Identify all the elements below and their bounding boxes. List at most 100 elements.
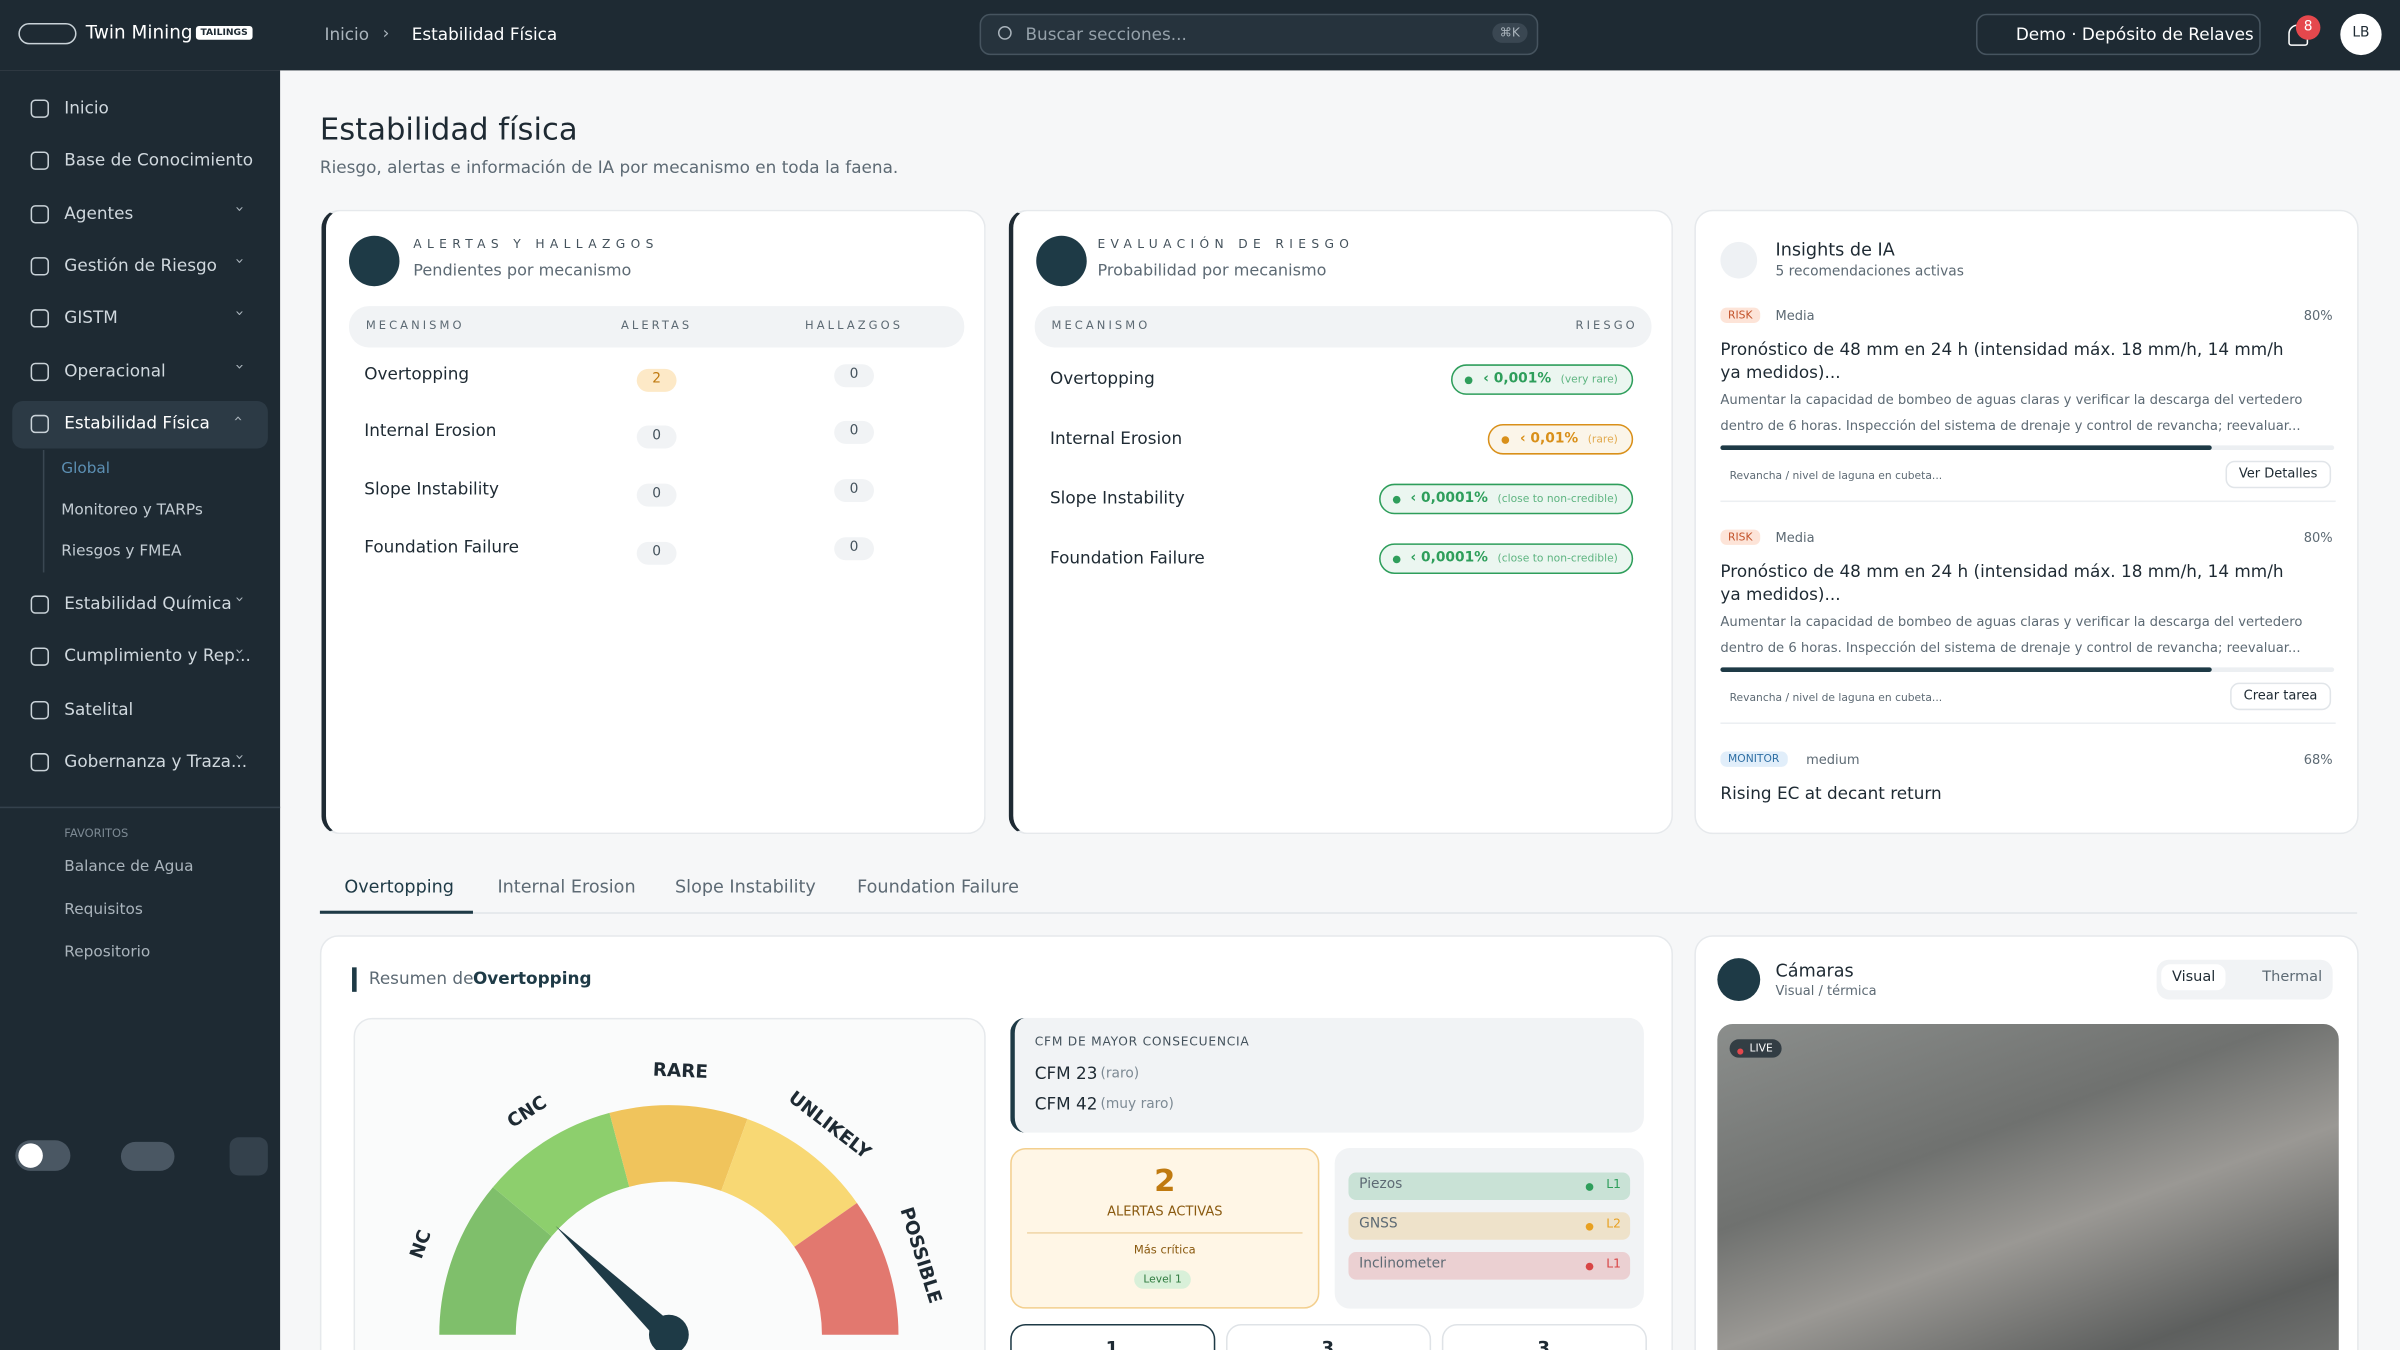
gauge-panel: NC CNC RARE UNLIKELY POSSIBLE: [353, 1017, 986, 1350]
card-icon: [348, 235, 400, 287]
insight-confidence: 80%: [2303, 309, 2333, 325]
count-value: 3: [1537, 1337, 1551, 1350]
gauge-label: RARE: [652, 1059, 708, 1082]
risk-note: (very rare): [1557, 373, 1618, 386]
nav-chevron: ›: [230, 309, 248, 317]
nav-icon: [30, 309, 49, 328]
count-box: 1: [1010, 1323, 1216, 1350]
column-header: RIESGO: [1575, 318, 1638, 333]
insight-divider: [1720, 500, 2336, 503]
risk-dot: [1464, 376, 1473, 385]
favorite-item[interactable]: Requisitos: [64, 901, 143, 919]
column-header: HALLAZGOS: [805, 318, 904, 333]
nav-chevron: ›: [230, 363, 248, 370]
card-title: ALERTAS Y HALLAZGOS: [413, 237, 659, 252]
avatar[interactable]: LB: [2340, 13, 2382, 56]
nav-item[interactable]: Base de Conocimiento: [64, 149, 254, 170]
tab[interactable]: Foundation Failure: [857, 875, 1019, 897]
nav-chevron: ›: [230, 753, 248, 760]
language-select[interactable]: [120, 1141, 175, 1171]
camera-feed: [1717, 1023, 2339, 1350]
mechanism-name: Internal Erosion: [364, 420, 497, 441]
card-title: Insights de IA: [1775, 238, 1895, 261]
count-pill: 0: [636, 541, 677, 565]
gauge-segment: [492, 1112, 630, 1237]
nav-chevron: ›: [230, 205, 248, 212]
subnav-item[interactable]: Global: [61, 460, 111, 478]
nav-item[interactable]: Operacional: [64, 361, 166, 382]
nav-item[interactable]: Estabilidad Química: [64, 593, 232, 614]
insight-action[interactable]: Crear tarea: [2229, 682, 2332, 711]
alerts-divider: [1027, 1232, 1303, 1234]
count-pill: 0: [834, 420, 874, 444]
mechanism-name: Slope Instability: [1049, 488, 1185, 509]
subnav-line: [42, 449, 45, 573]
subnav-item[interactable]: Monitoreo y TARPs: [61, 502, 203, 519]
insight-title: Pronóstico de 48 mm en 24 h (intensidad …: [1720, 561, 2284, 605]
gauge-label: POSSIBLE: [895, 1205, 945, 1306]
nav-item[interactable]: Satelital: [64, 699, 134, 720]
tab[interactable]: Internal Erosion: [497, 875, 636, 897]
nav-chevron: ›: [230, 648, 248, 655]
column-header: MECANISMO: [1051, 318, 1151, 333]
nav-chevron: ›: [230, 257, 248, 265]
breadcrumb-home[interactable]: Inicio: [324, 24, 370, 45]
tab-underline: [319, 910, 473, 914]
nav-item[interactable]: Cumplimiento y Rep...: [64, 645, 251, 666]
nav-icon: [30, 701, 49, 720]
gauge-segment: [609, 1105, 748, 1191]
count-value: 1: [1105, 1337, 1119, 1350]
nav-item[interactable]: GISTM: [64, 307, 118, 328]
page-title: Estabilidad física: [319, 110, 578, 147]
cameras-card: Cámaras Visual / térmica Visual Thermal LIVE: [1694, 935, 2359, 1350]
mode-visual[interactable]: Visual: [2161, 964, 2227, 991]
risk-value: ‹ 0,001%: [1483, 371, 1552, 388]
gauge-label: NC: [406, 1227, 436, 1261]
nav-item[interactable]: Inicio: [64, 97, 109, 118]
favorite-item[interactable]: Repositorio: [64, 944, 151, 962]
risk-card: EVALUACIÓN DE RIESGO Probabilidad por mec…: [1008, 209, 1673, 835]
insight-action[interactable]: Ver Detalles: [2225, 460, 2332, 489]
instruments-panel: Piezos L1 GNSS L2 Inclinometer L1: [1334, 1147, 1644, 1309]
insights-icon: [1720, 241, 1758, 279]
subnav-item[interactable]: Riesgos y FMEA: [61, 543, 182, 561]
count-pill: 0: [834, 364, 874, 388]
insight-severity: Media: [1775, 531, 1815, 547]
nav-item[interactable]: Estabilidad Física: [64, 413, 210, 434]
nav-item[interactable]: Gestión de Riesgo: [64, 255, 217, 276]
summary-mechanism: Overtopping: [472, 968, 592, 989]
collapse-button[interactable]: [229, 1137, 268, 1176]
insight-tag: RISK: [1720, 529, 1761, 545]
instrument-level: L2: [1606, 1216, 1621, 1231]
gauge-segment: [794, 1203, 899, 1335]
instrument-name: GNSS: [1359, 1216, 1398, 1233]
alerts-label: ALERTAS ACTIVAS: [1107, 1204, 1223, 1220]
mechanism-name: Overtopping: [364, 364, 470, 385]
nav-item[interactable]: Agentes: [64, 203, 134, 224]
count-pill: 2: [636, 368, 677, 392]
card-subtitle: Visual / térmica: [1775, 984, 1877, 1000]
gauge-needle: [555, 1226, 677, 1344]
tab[interactable]: Overtopping: [344, 875, 454, 897]
search-box[interactable]: Buscar secciones... ⌘K: [979, 13, 1539, 56]
count-box: 3: [1441, 1323, 1647, 1350]
count-pill: 0: [636, 483, 677, 507]
tab[interactable]: Slope Instability: [674, 875, 816, 897]
column-header: ALERTAS: [620, 318, 693, 333]
site-selector[interactable]: Demo · Depósito de Relaves: [1976, 13, 2261, 56]
gauge-segment: [439, 1187, 552, 1335]
nav-icon: [30, 414, 49, 434]
favorite-item[interactable]: Balance de Agua: [64, 858, 194, 876]
insight-title: Rising EC at decant return: [1720, 783, 1942, 804]
nav-icon: [30, 99, 49, 118]
nav-item[interactable]: Gobernanza y Traza...: [64, 751, 248, 772]
critical-label: Más crítica: [1133, 1242, 1196, 1257]
count-pill: 0: [636, 425, 677, 449]
risk-pill: ‹ 0,0001% (close to non-credible): [1378, 483, 1634, 515]
nav-icon: [30, 205, 49, 224]
cfm-panel: CFM DE MAYOR CONSECUENCIA CFM 23 (raro) CFM…: [1010, 1017, 1644, 1133]
cfm-note: (muy raro): [1100, 1097, 1174, 1113]
insight-severity: Media: [1775, 309, 1815, 325]
mode-thermal[interactable]: Thermal: [2262, 968, 2323, 986]
